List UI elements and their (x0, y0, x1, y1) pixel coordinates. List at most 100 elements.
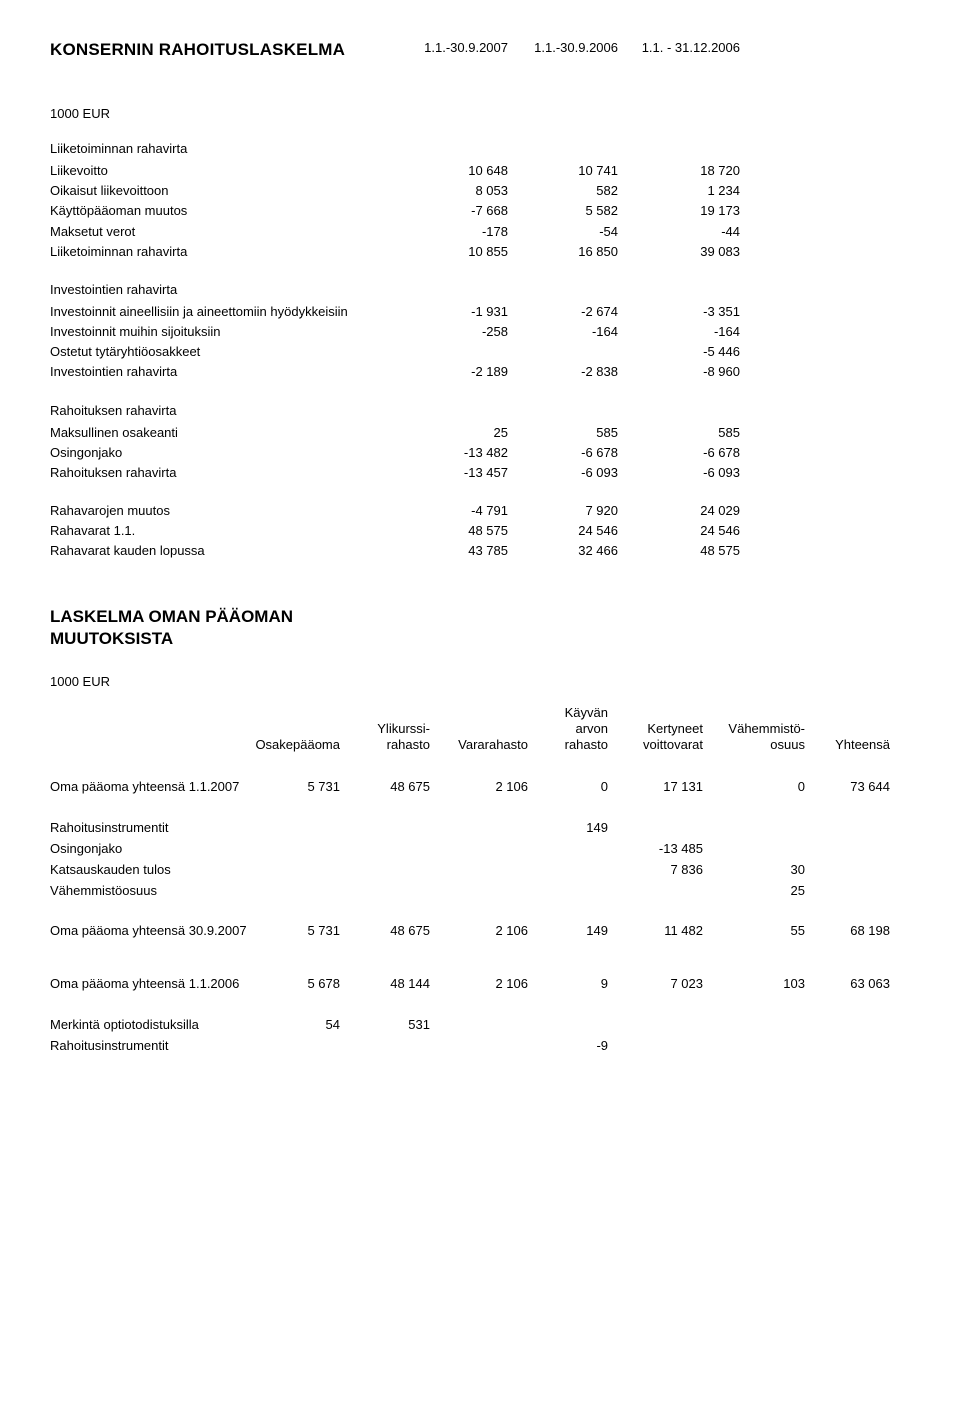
table-row: Ostetut tytäryhtiöosakkeet -5 446 (50, 342, 910, 362)
row-value: 10 648 (410, 161, 520, 181)
row-label: Investointien rahavirta (50, 362, 410, 382)
row-label: Oma pääoma yhteensä 1.1.2007 (50, 777, 250, 798)
row-value: 48 675 (340, 921, 430, 942)
row-label: Rahoitusinstrumentit (50, 818, 250, 839)
row-label: Liiketoiminnan rahavirta (50, 242, 410, 262)
row-value (430, 1015, 528, 1036)
row-value (430, 860, 528, 881)
table-row: Liikevoitto 10 648 10 741 18 720 (50, 161, 910, 181)
row-value (250, 860, 340, 881)
row-value: 5 582 (520, 201, 630, 221)
row-value: -6 678 (520, 443, 630, 463)
table-row: Liiketoiminnan rahavirta 10 855 16 850 3… (50, 242, 910, 262)
row-value: -2 838 (520, 362, 630, 382)
row-value: -3 351 (630, 302, 740, 322)
row-value: 585 (630, 423, 740, 443)
row-label: Merkintä optiotodistuksilla (50, 1015, 250, 1036)
row-value: -6 678 (630, 443, 740, 463)
row-value: 11 482 (608, 921, 703, 942)
table-row: Osingonjako -13 482 -6 678 -6 678 (50, 443, 910, 463)
row-value: 149 (528, 921, 608, 942)
col-header: Osakepääoma (250, 737, 340, 753)
row-label: Maksullinen osakeanti (50, 423, 410, 443)
unit-label: 1000 EUR (50, 106, 910, 121)
row-value (703, 839, 805, 860)
changes-header-row: Osakepääoma Ylikurssi-rahasto Vararahast… (50, 705, 910, 754)
row-label: Oma pääoma yhteensä 30.9.2007 (50, 921, 250, 942)
row-value (608, 1036, 703, 1057)
table-row: Rahavarojen muutos -4 791 7 920 24 029 (50, 501, 910, 521)
row-value: 43 785 (410, 541, 520, 561)
row-value: -1 931 (410, 302, 520, 322)
row-label: Rahoitusinstrumentit (50, 1036, 250, 1057)
row-label: Investoinnit muihin sijoituksiin (50, 322, 410, 342)
section-heading: Liiketoiminnan rahavirta (50, 139, 410, 159)
row-value (528, 860, 608, 881)
row-value: -178 (410, 222, 520, 242)
row-value: 531 (340, 1015, 430, 1036)
row-value: 582 (520, 181, 630, 201)
row-value: 0 (528, 777, 608, 798)
row-value (608, 881, 703, 902)
row-value: -4 791 (410, 501, 520, 521)
row-value: 54 (250, 1015, 340, 1036)
row-value (430, 818, 528, 839)
table-row: Rahavarat 1.1. 48 575 24 546 24 546 (50, 521, 910, 541)
row-value: 24 546 (520, 521, 630, 541)
row-value: 8 053 (410, 181, 520, 201)
row-value: 585 (520, 423, 630, 443)
row-value: 1 234 (630, 181, 740, 201)
row-value (805, 839, 890, 860)
row-value (410, 342, 520, 362)
row-value: -54 (520, 222, 630, 242)
row-value: 18 720 (630, 161, 740, 181)
row-label: Rahavarojen muutos (50, 501, 410, 521)
row-value: 7 023 (608, 974, 703, 995)
row-value: 73 644 (805, 777, 890, 798)
row-value: 48 575 (630, 541, 740, 561)
table-row: Rahoitusinstrumentit -9 (50, 1036, 910, 1057)
row-value: -6 093 (520, 463, 630, 483)
row-value: 103 (703, 974, 805, 995)
row-value: 2 106 (430, 974, 528, 995)
row-label: Liikevoitto (50, 161, 410, 181)
col-header: Ylikurssi-rahasto (340, 721, 430, 754)
period-col-3: 1.1. - 31.12.2006 (630, 40, 740, 88)
row-value: 30 (703, 860, 805, 881)
col-header: Käyvänarvonrahasto (528, 705, 608, 754)
page-title: KONSERNIN RAHOITUSLASKELMA (50, 40, 410, 60)
row-label: Ostetut tytäryhtiöosakkeet (50, 342, 410, 362)
row-value: 7 920 (520, 501, 630, 521)
row-value (703, 1036, 805, 1057)
row-value: 19 173 (630, 201, 740, 221)
table-row: Investoinnit aineellisiin ja aineettomii… (50, 302, 910, 322)
row-value (805, 818, 890, 839)
row-value (608, 818, 703, 839)
col-header: Vähemmistö-osuus (703, 721, 805, 754)
row-value: 10 855 (410, 242, 520, 262)
row-value (430, 881, 528, 902)
row-value (250, 818, 340, 839)
row-value (250, 881, 340, 902)
row-label: Rahoituksen rahavirta (50, 463, 410, 483)
row-value: 39 083 (630, 242, 740, 262)
row-value: -6 093 (630, 463, 740, 483)
row-label: Investoinnit aineellisiin ja aineettomii… (50, 302, 410, 322)
row-label: Oma pääoma yhteensä 1.1.2006 (50, 974, 250, 995)
row-label: Osingonjako (50, 443, 410, 463)
row-value (703, 1015, 805, 1036)
row-label: Katsauskauden tulos (50, 860, 250, 881)
row-value: -8 960 (630, 362, 740, 382)
section-title: LASKELMA OMAN PÄÄOMAN MUUTOKSISTA (50, 606, 910, 650)
period-col-1: 1.1.-30.9.2007 (410, 40, 520, 88)
section-heading: Rahoituksen rahavirta (50, 401, 410, 421)
row-value: -9 (528, 1036, 608, 1057)
row-value: 32 466 (520, 541, 630, 561)
row-value: -164 (630, 322, 740, 342)
row-value: 25 (410, 423, 520, 443)
row-label: Oikaisut liikevoittoon (50, 181, 410, 201)
table-row: Investoinnit muihin sijoituksiin -258 -1… (50, 322, 910, 342)
table-row: Katsauskauden tulos 7 836 30 (50, 860, 910, 881)
table-row: Käyttöpääoman muutos -7 668 5 582 19 173 (50, 201, 910, 221)
row-value (340, 839, 430, 860)
